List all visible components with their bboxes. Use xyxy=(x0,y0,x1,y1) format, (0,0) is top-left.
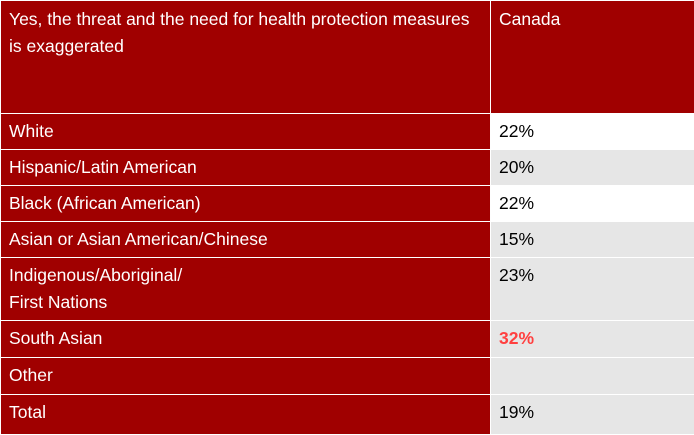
table-row-hispanic: Hispanic/Latin American 20% xyxy=(1,150,694,186)
row-label-line-1: Indigenous/Aboriginal/ xyxy=(9,262,482,289)
table-row-black: Black (African American) 22% xyxy=(1,186,694,222)
row-label: White xyxy=(1,114,491,150)
row-value-highlighted: 32% xyxy=(491,321,694,358)
row-label: Total xyxy=(1,395,491,435)
table-row-total: Total 19% xyxy=(1,395,694,435)
row-label: Hispanic/Latin American xyxy=(1,150,491,186)
row-value xyxy=(491,358,694,395)
row-label: Asian or Asian American/Chinese xyxy=(1,222,491,258)
row-label: Other xyxy=(1,358,491,395)
row-value: 23% xyxy=(491,258,694,321)
row-label-line-2: First Nations xyxy=(9,289,482,316)
row-value: 20% xyxy=(491,150,694,186)
row-label: South Asian xyxy=(1,321,491,358)
table-row-south-asian: South Asian 32% xyxy=(1,321,694,358)
row-value: 22% xyxy=(491,186,694,222)
row-label: Indigenous/Aboriginal/ First Nations xyxy=(1,258,491,321)
header-row: Yes, the threat and the need for health … xyxy=(1,1,694,114)
table-row-indigenous: Indigenous/Aboriginal/ First Nations 23% xyxy=(1,258,694,321)
table-row-asian: Asian or Asian American/Chinese 15% xyxy=(1,222,694,258)
row-value: 15% xyxy=(491,222,694,258)
table-row-other: Other xyxy=(1,358,694,395)
canada-column-header: Canada xyxy=(491,1,694,114)
question-header: Yes, the threat and the need for health … xyxy=(1,1,491,114)
table-row-white: White 22% xyxy=(1,114,694,150)
row-value: 19% xyxy=(491,395,694,435)
row-label: Black (African American) xyxy=(1,186,491,222)
row-value: 22% xyxy=(491,114,694,150)
